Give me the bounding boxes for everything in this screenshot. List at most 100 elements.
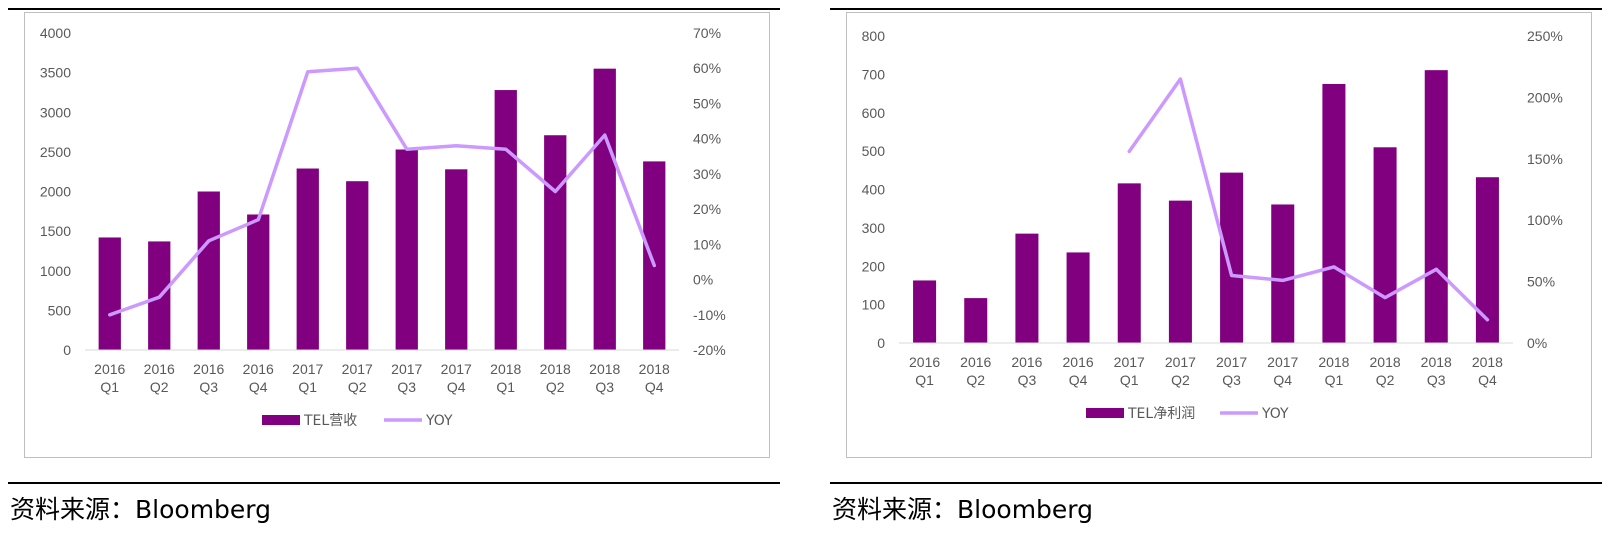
x-tick-label-year: 2017 (1216, 354, 1247, 370)
x-tick-label-quarter: Q2 (1376, 372, 1395, 388)
bar (1066, 252, 1090, 343)
bar (1322, 83, 1346, 343)
x-tick-label-quarter: Q4 (447, 379, 466, 395)
x-tick-label-year: 2018 (540, 361, 571, 377)
x-tick-label-year: 2017 (1165, 354, 1196, 370)
x-tick-label-year: 2016 (1063, 354, 1094, 370)
x-tick-label-year: 2018 (1472, 354, 1503, 370)
y-left-tick-label: 3000 (40, 104, 71, 120)
bottom-rule (8, 482, 780, 484)
y-left-tick-label: 0 (877, 335, 885, 351)
y-left-tick-label: 3500 (40, 65, 71, 81)
bar (593, 68, 616, 350)
x-tick-label-year: 2017 (342, 361, 373, 377)
x-tick-label-quarter: Q3 (595, 379, 614, 395)
x-tick-label-year: 2017 (292, 361, 323, 377)
y-right-tick-label: 10% (693, 236, 721, 252)
bar (913, 280, 937, 343)
bar (197, 191, 220, 350)
x-tick-label-quarter: Q1 (1325, 372, 1344, 388)
top-rule (830, 8, 1602, 10)
x-tick-label-quarter: Q4 (645, 379, 664, 395)
y-left-tick-label: 800 (862, 28, 886, 44)
bar (643, 161, 666, 350)
bar (296, 168, 319, 350)
y-right-tick-label: 0% (1527, 335, 1547, 351)
y-left-tick-label: 1000 (40, 263, 71, 279)
x-tick-label-year: 2018 (639, 361, 670, 377)
bar (1373, 147, 1397, 343)
bar (1424, 70, 1448, 343)
y-right-tick-label: 50% (693, 95, 721, 111)
x-tick-label-year: 2016 (94, 361, 125, 377)
x-tick-label-quarter: Q2 (348, 379, 367, 395)
x-tick-label-quarter: Q1 (298, 379, 317, 395)
bar (247, 214, 270, 350)
y-left-tick-label: 400 (862, 182, 886, 198)
legend-label-bar: TEL净利润 (1127, 406, 1195, 422)
bar (1117, 183, 1141, 343)
x-tick-label-quarter: Q1 (915, 372, 934, 388)
y-right-tick-label: 40% (693, 131, 721, 147)
legend-label-line: YOY (1261, 406, 1289, 422)
y-right-tick-label: 200% (1527, 89, 1563, 105)
yoy-line (1127, 77, 1490, 322)
bar (1271, 204, 1295, 343)
x-tick-label-year: 2016 (1011, 354, 1042, 370)
y-right-tick-label: 30% (693, 166, 721, 182)
x-tick-label-year: 2016 (909, 354, 940, 370)
x-tick-label-quarter: Q1 (1120, 372, 1139, 388)
x-tick-label-quarter: Q4 (1069, 372, 1088, 388)
bar (494, 90, 517, 350)
x-tick-label-quarter: Q1 (496, 379, 515, 395)
y-left-tick-label: 700 (862, 66, 886, 82)
x-tick-label-year: 2018 (1318, 354, 1349, 370)
bar (1168, 200, 1192, 343)
source-note: 资料来源：Bloomberg (832, 495, 1093, 524)
x-tick-label-quarter: Q3 (1427, 372, 1446, 388)
chart-frame: 0 100 200 300 400 500 600 700 800 0% 50% 100% 150% 20… (846, 12, 1592, 458)
bar (445, 169, 468, 350)
y-right-tick-label: 20% (693, 201, 721, 217)
x-tick-label-year: 2016 (193, 361, 224, 377)
legend-label-line: YOY (425, 413, 453, 429)
yoy-line (108, 66, 657, 317)
bar (544, 135, 567, 350)
y-left-tick-label: 600 (862, 105, 886, 121)
x-tick-label-year: 2017 (1114, 354, 1145, 370)
y-left-tick-label: 2500 (40, 144, 71, 160)
revenue-chart: 0 500 1000 1500 2000 2500 3000 3500 4000 -20% -10%… (40, 25, 726, 429)
y-right-tick-label: 100% (1527, 212, 1563, 228)
x-tick-label-quarter: Q3 (199, 379, 218, 395)
y-left-tick-label: 500 (862, 143, 886, 159)
y-left-tick-label: 500 (48, 302, 72, 318)
x-tick-label-quarter: Q4 (1478, 372, 1497, 388)
bar (98, 237, 121, 350)
x-tick-label-quarter: Q2 (1171, 372, 1190, 388)
y-right-tick-label: 60% (693, 60, 721, 76)
net-profit-chart: 0 100 200 300 400 500 600 700 800 0% 50% 100% 150% 20… (862, 28, 1563, 422)
source-note: 资料来源：Bloomberg (10, 495, 271, 524)
bar (964, 298, 988, 343)
bottom-rule (830, 482, 1602, 484)
x-tick-label-quarter: Q1 (100, 379, 119, 395)
y-right-tick-label: -10% (693, 307, 726, 323)
x-tick-label-quarter: Q4 (249, 379, 268, 395)
x-tick-label-year: 2017 (391, 361, 422, 377)
x-tick-label-year: 2016 (144, 361, 175, 377)
chart-frame: 0 500 1000 1500 2000 2500 3000 3500 4000 -20% -10%… (24, 12, 770, 458)
bar (346, 181, 369, 350)
left-panel: 0 500 1000 1500 2000 2500 3000 3500 4000 -20% -10%… (8, 0, 788, 557)
bar (1475, 177, 1499, 343)
legend-swatch-bar (1086, 408, 1124, 418)
legend-swatch-bar (262, 415, 300, 425)
x-tick-label-year: 2018 (589, 361, 620, 377)
y-left-tick-label: 200 (862, 258, 886, 274)
x-tick-label-year: 2017 (1267, 354, 1298, 370)
x-tick-label-quarter: Q3 (1018, 372, 1037, 388)
y-right-tick-label: 70% (693, 25, 721, 41)
bar (1220, 172, 1244, 343)
y-left-tick-label: 2000 (40, 184, 71, 200)
x-tick-label-year: 2018 (1421, 354, 1452, 370)
x-tick-label-year: 2018 (490, 361, 521, 377)
